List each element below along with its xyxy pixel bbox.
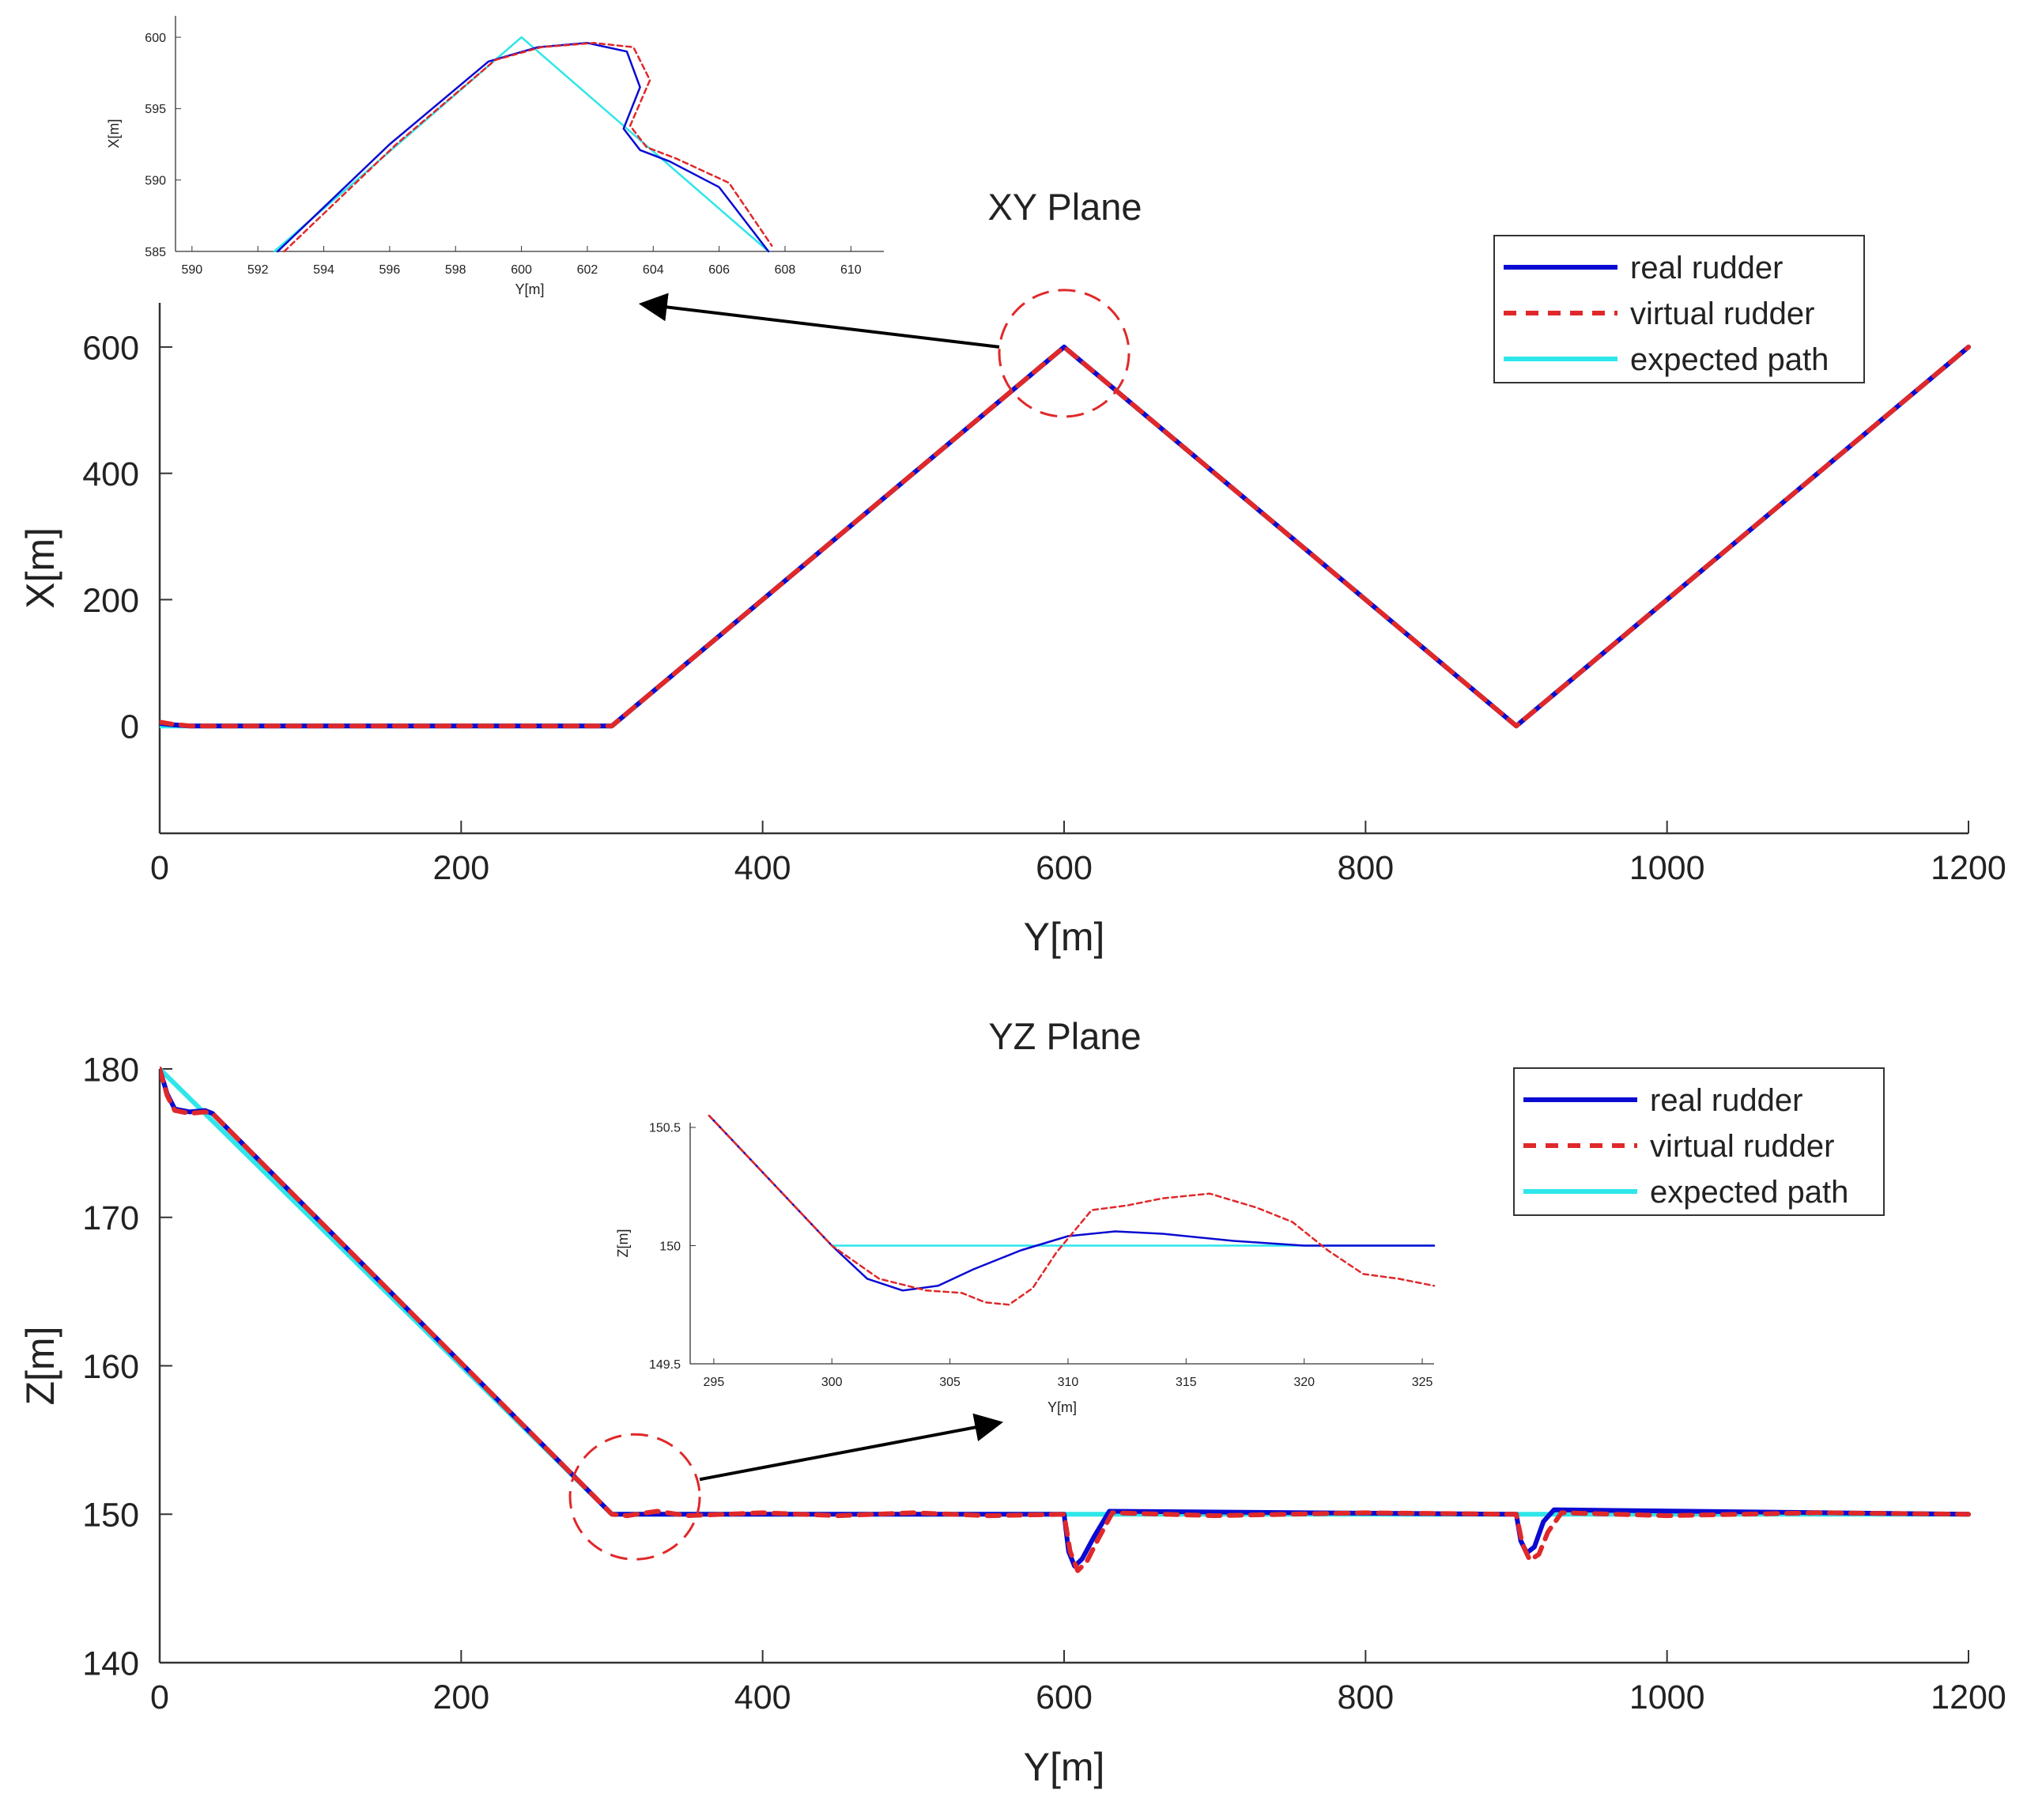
- yz-y-axis-label: Z[m]: [18, 1327, 62, 1406]
- xy-inset-x-tick-label: 604: [643, 263, 664, 277]
- xy-inset-x-tick-label: 594: [313, 263, 334, 277]
- yz-zoom-circle: [568, 1433, 701, 1561]
- xy-inset-series-virtual-rudder: [283, 42, 773, 253]
- xy-y-tick-label: 400: [82, 455, 139, 493]
- yz-y-tick-label: 170: [82, 1199, 139, 1237]
- xy-inset-y-tick-label: 600: [145, 32, 166, 45]
- yz-inset-x-tick-label: 325: [1412, 1376, 1433, 1389]
- yz-inset-y-tick-label: 149.5: [649, 1358, 681, 1372]
- yz-inset-x-tick-label: 305: [939, 1376, 961, 1389]
- yz-series-virtual-rudder: [160, 1067, 1971, 1573]
- xy-y-tick-label: 200: [82, 582, 139, 620]
- zoom-annotations: [568, 289, 1131, 1561]
- xy-legend-label-real-rudder: real rudder: [1630, 251, 1783, 285]
- yz-x-tick-label: 0: [150, 1678, 169, 1716]
- xy-inset-x-tick-label: 596: [379, 263, 401, 277]
- xy-inset-x-axis-label: Y[m]: [515, 281, 544, 297]
- yz-inset-x-tick-label: 295: [704, 1376, 725, 1389]
- xy-series-real-rudder: [160, 344, 1971, 729]
- yz-inset-series-virtual-rudder: [708, 1115, 1436, 1306]
- yz-inset-x-tick-label: 320: [1293, 1376, 1315, 1389]
- yz-zoom-inset: 295 300 305 310 315 320 325 149.5 150 150.5 Y[m] Z[…: [615, 1115, 1436, 1415]
- yz-y-tick-label: 180: [82, 1051, 139, 1089]
- xy-inset-y-tick-label: 595: [145, 103, 166, 116]
- yz-legend: real rudder virtual rudder expected path: [1513, 1067, 1885, 1216]
- xy-x-tick-label: 200: [432, 849, 489, 887]
- yz-y-tick-label: 150: [82, 1497, 139, 1535]
- xy-series-expected-path: [160, 344, 1971, 729]
- xy-inset-x-tick-label: 598: [445, 263, 466, 277]
- xy-inset-series-expected-path: [273, 36, 770, 253]
- yz-inset-x-tick-label: 315: [1176, 1376, 1197, 1389]
- xy-x-tick-label: 1200: [1931, 849, 2006, 887]
- yz-inset-y-tick-label: 150.5: [649, 1122, 681, 1135]
- xy-y-axis-label: X[m]: [18, 527, 62, 609]
- xy-zoom-arrow: [638, 293, 1000, 349]
- xy-inset-y-tick-label: 585: [145, 246, 166, 259]
- xy-series-virtual-rudder: [160, 344, 1971, 729]
- xy-inset-series-real-rudder: [276, 42, 770, 253]
- yz-inset-x-tick-label: 300: [821, 1376, 843, 1389]
- yz-y-tick-label: 140: [82, 1644, 139, 1682]
- yz-legend-label-real-rudder: real rudder: [1650, 1083, 1802, 1118]
- xy-y-tick-label: 600: [82, 329, 139, 367]
- xy-inset-x-tick-label: 606: [708, 263, 730, 277]
- xy-y-tick-label: 0: [120, 708, 139, 746]
- xy-legend-label-virtual-rudder: virtual rudder: [1630, 296, 1814, 331]
- xy-inset-x-tick-label: 610: [840, 263, 862, 277]
- xy-inset-x-tick-label: 592: [247, 263, 269, 277]
- yz-plane-chart: YZ Plane 0 200 400 600 800 1000 1200 140 150 160 1…: [18, 1015, 2006, 1789]
- xy-chart-title: XY Plane: [987, 186, 1142, 228]
- yz-x-axis-label: Y[m]: [1024, 1745, 1105, 1789]
- xy-x-tick-label: 400: [734, 849, 791, 887]
- xy-inset-x-tick-label: 602: [577, 263, 598, 277]
- yz-x-tick-label: 600: [1036, 1678, 1093, 1716]
- xy-zoom-inset: 590 592 594 596 598 600 602 604 606 608 610 585 590 5…: [106, 16, 884, 297]
- yz-inset-y-tick-label: 150: [659, 1240, 681, 1253]
- xy-inset-y-tick-label: 590: [145, 174, 166, 187]
- xy-zoom-circle: [998, 289, 1131, 418]
- yz-x-tick-label: 800: [1337, 1678, 1394, 1716]
- yz-legend-label-virtual-rudder: virtual rudder: [1650, 1129, 1834, 1164]
- yz-inset-x-axis-label: Y[m]: [1047, 1399, 1077, 1415]
- yz-x-tick-label: 1000: [1629, 1678, 1705, 1716]
- xy-inset-x-tick-label: 600: [511, 263, 532, 277]
- xy-plane-chart: XY Plane 0 200 400 600 800 1000 1200 0 200 400 600…: [18, 186, 2006, 959]
- xy-x-tick-label: 1000: [1629, 849, 1705, 887]
- xy-x-tick-label: 0: [150, 849, 169, 887]
- xy-legend: real rudder virtual rudder expected path: [1493, 235, 1865, 383]
- yz-inset-series-expected-path: [708, 1115, 1436, 1247]
- xy-x-tick-label: 800: [1337, 849, 1394, 887]
- yz-x-tick-label: 200: [432, 1678, 489, 1716]
- xy-inset-x-tick-label: 590: [181, 263, 202, 277]
- yz-inset-x-tick-label: 310: [1058, 1376, 1079, 1389]
- yz-x-tick-label: 1200: [1931, 1678, 2006, 1716]
- xy-inset-y-axis-label: X[m]: [106, 119, 122, 148]
- xy-legend-label-expected-path: expected path: [1630, 342, 1829, 377]
- yz-legend-label-expected-path: expected path: [1650, 1175, 1848, 1210]
- xy-inset-x-tick-label: 608: [775, 263, 796, 277]
- yz-zoom-arrow: [699, 1413, 1004, 1482]
- yz-y-tick-label: 160: [82, 1348, 139, 1386]
- xy-x-axis-label: Y[m]: [1024, 915, 1105, 959]
- xy-x-tick-label: 600: [1036, 849, 1093, 887]
- yz-x-tick-label: 400: [734, 1678, 791, 1716]
- yz-chart-title: YZ Plane: [988, 1015, 1141, 1057]
- yz-inset-series-real-rudder: [708, 1115, 1436, 1292]
- yz-inset-y-axis-label: Z[m]: [615, 1229, 631, 1258]
